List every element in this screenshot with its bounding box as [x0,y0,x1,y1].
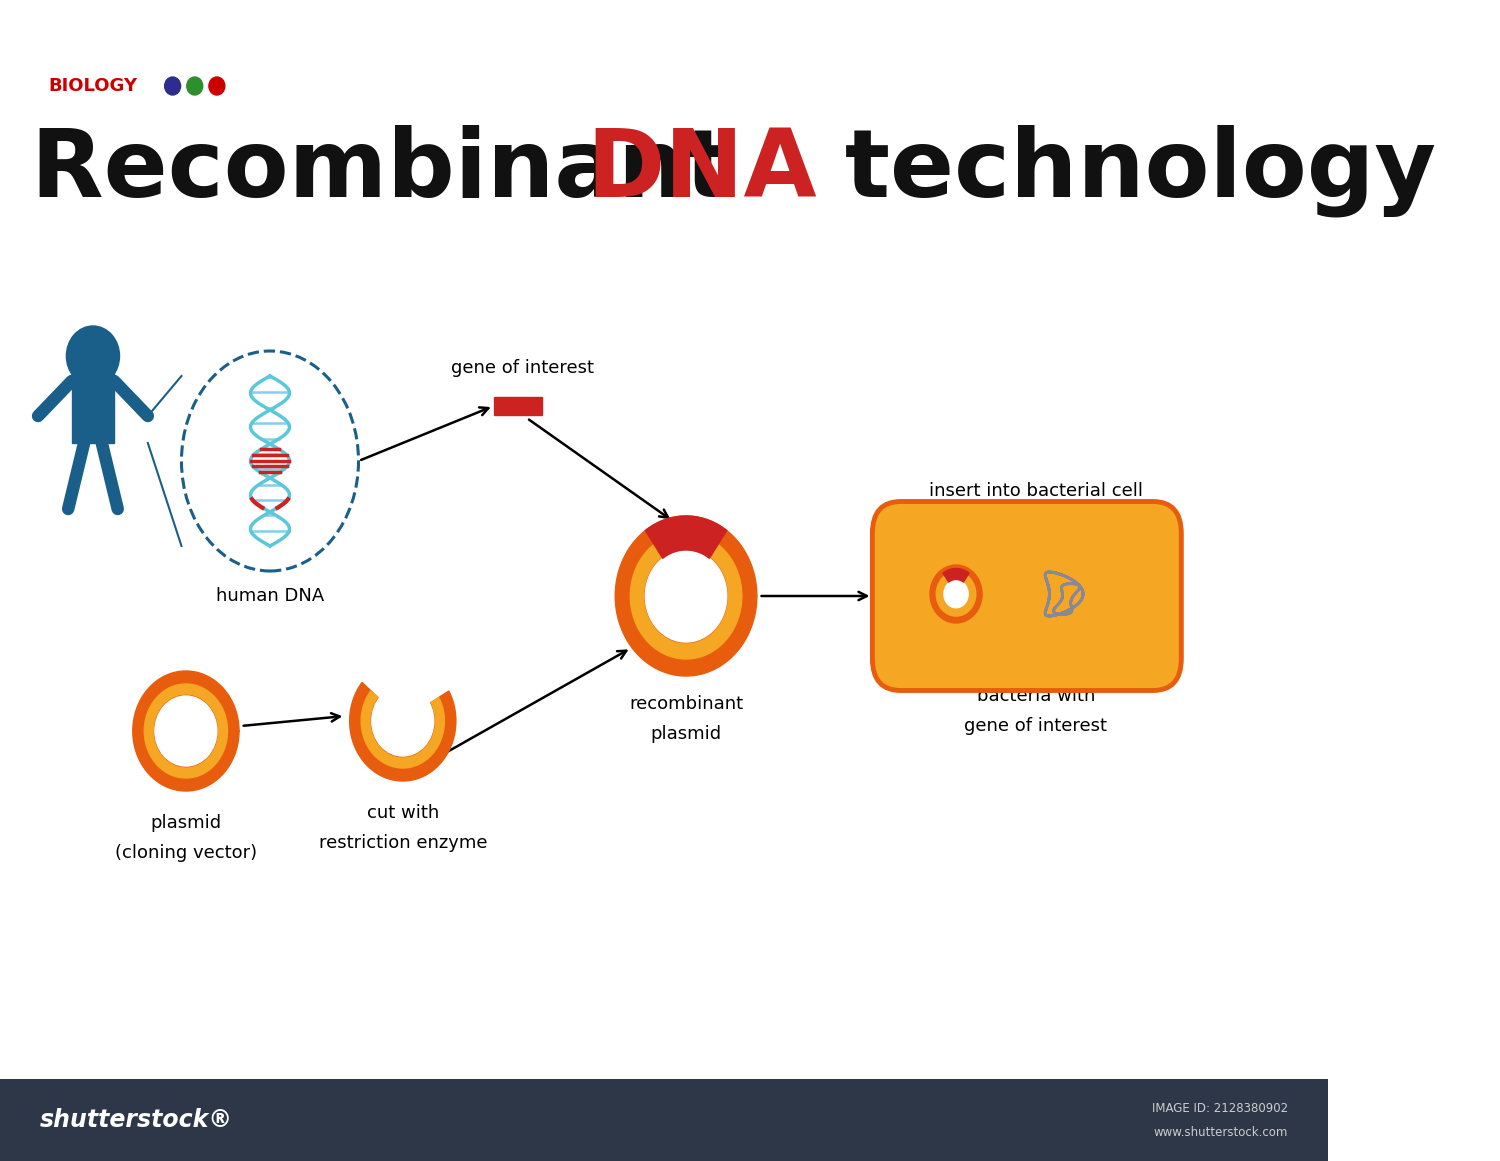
Text: DNA: DNA [586,125,816,217]
Polygon shape [350,683,456,781]
Circle shape [66,326,120,385]
Text: cut with: cut with [366,805,440,822]
FancyBboxPatch shape [494,397,542,414]
Text: technology: technology [812,124,1436,217]
Polygon shape [362,691,444,767]
Polygon shape [134,671,238,791]
Polygon shape [615,515,758,676]
Circle shape [188,77,202,95]
Circle shape [372,686,434,756]
Text: shutterstock®: shutterstock® [40,1108,232,1132]
Text: (cloning vector): (cloning vector) [116,844,256,861]
Text: bacteria with: bacteria with [976,687,1095,705]
Circle shape [154,695,218,766]
Polygon shape [630,533,742,659]
Text: IMAGE ID: 2128380902: IMAGE ID: 2128380902 [1152,1103,1288,1116]
Text: restriction enzyme: restriction enzyme [318,834,488,852]
Circle shape [645,550,728,642]
FancyBboxPatch shape [873,502,1182,691]
Text: insert into bacterial cell: insert into bacterial cell [928,482,1143,500]
Text: BIOLOGY: BIOLOGY [48,77,138,95]
Polygon shape [645,515,726,558]
Text: human DNA: human DNA [216,587,324,605]
Circle shape [944,579,969,608]
Circle shape [165,77,180,95]
Text: plasmid: plasmid [651,724,722,743]
FancyBboxPatch shape [0,1079,1328,1161]
Polygon shape [944,569,969,582]
Text: plasmid: plasmid [150,814,222,832]
Text: (transformation): (transformation) [962,512,1110,531]
Circle shape [209,77,225,95]
FancyBboxPatch shape [72,365,114,444]
Text: recombinant: recombinant [628,695,742,713]
Text: gene of interest: gene of interest [964,717,1107,735]
Text: Recombinant: Recombinant [32,125,764,217]
Text: gene of interest: gene of interest [452,359,594,377]
Polygon shape [144,684,228,778]
Text: www.shutterstock.com: www.shutterstock.com [1154,1126,1288,1139]
